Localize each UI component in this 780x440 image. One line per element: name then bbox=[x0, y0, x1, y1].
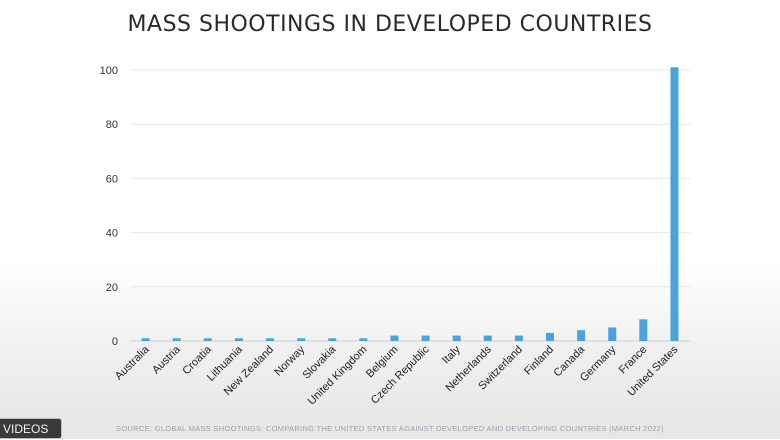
bar bbox=[639, 319, 648, 341]
x-tick-label: Australia bbox=[113, 343, 152, 382]
y-tick-label: 20 bbox=[106, 282, 118, 294]
x-tick-label: Czech Republic bbox=[369, 343, 432, 406]
bar bbox=[328, 338, 337, 341]
bar bbox=[483, 335, 492, 341]
bar bbox=[514, 335, 523, 341]
x-tick-label: Finland bbox=[522, 344, 556, 378]
x-tick-label: Italy bbox=[440, 343, 463, 366]
y-tick-label: 60 bbox=[106, 173, 118, 185]
y-tick-label: 100 bbox=[100, 65, 118, 77]
y-tick-label: 40 bbox=[106, 228, 118, 240]
bars bbox=[141, 67, 679, 341]
bar bbox=[297, 338, 306, 341]
bar bbox=[670, 67, 679, 341]
gridlines bbox=[130, 69, 690, 342]
y-axis-ticks: 0 20 40 60 80 100 bbox=[100, 65, 118, 348]
bar bbox=[577, 330, 586, 341]
bar bbox=[234, 338, 243, 341]
x-tick-label: Austria bbox=[150, 343, 183, 376]
source-note: SOURCE: GLOBAL MASS SHOOTINGS: COMPARING… bbox=[116, 424, 664, 433]
y-tick-label: 0 bbox=[112, 336, 118, 348]
bar bbox=[421, 335, 430, 341]
bar bbox=[608, 327, 617, 341]
bar bbox=[452, 335, 461, 341]
bar bbox=[390, 335, 399, 341]
chart-title: MASS SHOOTINGS IN DEVELOPED COUNTRIES bbox=[127, 12, 653, 37]
bar bbox=[359, 338, 368, 341]
bar bbox=[203, 338, 212, 341]
x-tick-label: United Kingdom bbox=[306, 344, 370, 408]
bar bbox=[141, 338, 150, 341]
videos-button[interactable]: VIDEOS bbox=[0, 418, 62, 439]
bar bbox=[266, 338, 274, 341]
y-tick-label: 80 bbox=[106, 119, 118, 131]
bar bbox=[546, 332, 554, 341]
bar bbox=[172, 338, 181, 341]
